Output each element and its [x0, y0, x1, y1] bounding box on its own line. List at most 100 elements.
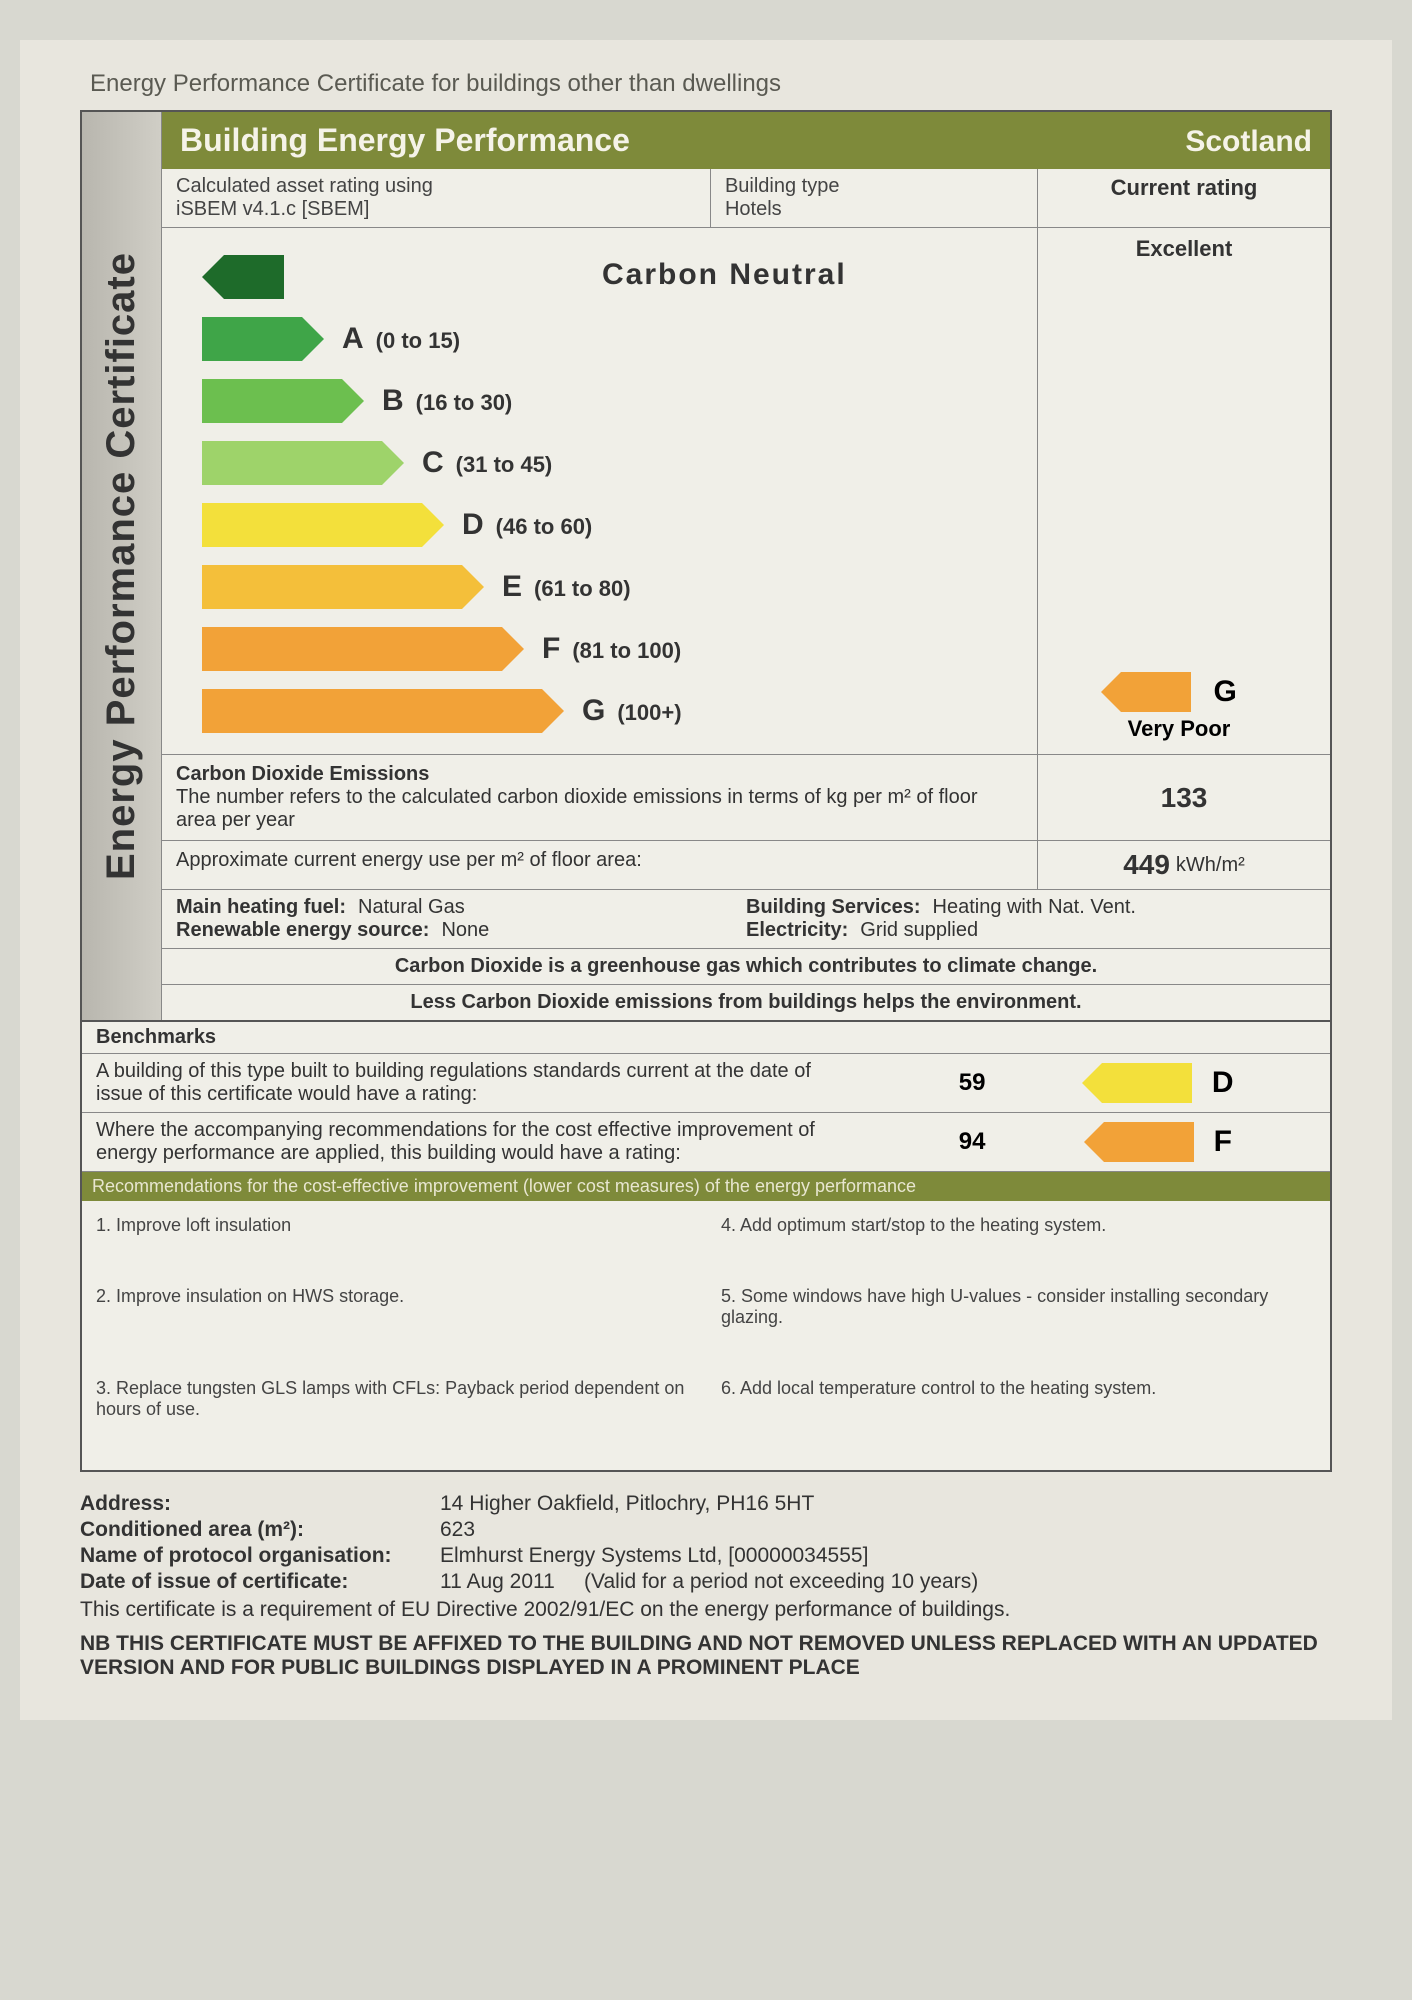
- note-line-2: Less Carbon Dioxide emissions from build…: [162, 985, 1330, 1020]
- details-left: Main heating fuel: Natural Gas Renewable …: [176, 896, 746, 942]
- band-bar-icon: [202, 441, 382, 485]
- bench2-arrow-icon: [1104, 1122, 1194, 1162]
- page-header: Energy Performance Certificate for build…: [90, 70, 1332, 98]
- title-bar: Building Energy Performance Scotland: [162, 112, 1330, 169]
- sidebar-title: Energy Performance Certificate: [99, 252, 144, 880]
- main-content: Building Energy Performance Scotland Cal…: [162, 112, 1330, 1020]
- benchmark-row-1: A building of this type built to buildin…: [82, 1054, 1330, 1113]
- emissions-row: Carbon Dioxide Emissions The number refe…: [162, 755, 1330, 841]
- rating-chart: Carbon Neutral A(0 to 15) B(16 to 30) C(31…: [162, 228, 1038, 754]
- date-value: 11 Aug 2011 (Valid for a period not exce…: [440, 1570, 1332, 1594]
- band-bar-icon: [202, 627, 502, 671]
- area-label: Conditioned area (m²):: [80, 1518, 440, 1542]
- band-bar-icon: [202, 503, 422, 547]
- benchmarks-header: Benchmarks: [82, 1022, 1330, 1054]
- rating-arrow-icon: [1121, 672, 1191, 712]
- bt-label: Building type: [725, 175, 840, 197]
- benchmarks-box: Benchmarks A building of this type built…: [80, 1022, 1332, 1472]
- band-label: B(16 to 30): [382, 384, 512, 418]
- band-bar-icon: [202, 379, 342, 423]
- rating-band-C: C(31 to 45): [202, 434, 1027, 492]
- recommendation-item: 1. Improve loft insulation: [96, 1215, 691, 1236]
- rating-band-F: F(81 to 100): [202, 620, 1027, 678]
- recommendation-item: 2. Improve insulation on HWS storage.: [96, 1286, 691, 1328]
- rating-display: Excellent G Very Poor: [1038, 228, 1330, 754]
- sidebar: Energy Performance Certificate: [82, 112, 162, 1020]
- recommendation-item: 5. Some windows have high U-values - con…: [721, 1286, 1316, 1328]
- building-type-cell: Building type Hotels: [711, 169, 1038, 227]
- details-row: Main heating fuel: Natural Gas Renewable …: [162, 890, 1330, 949]
- rating-descriptor: Very Poor: [1038, 716, 1320, 742]
- band-label: C(31 to 45): [422, 446, 552, 480]
- current-rating-marker: G Very Poor: [1038, 672, 1320, 742]
- cert-title: Building Energy Performance: [180, 122, 630, 159]
- rating-letter: G: [1214, 675, 1237, 709]
- energy-use-unit: kWh/m²: [1176, 854, 1245, 877]
- recommendation-item: 3. Replace tungsten GLS lamps with CFLs:…: [96, 1378, 691, 1420]
- valid-text: (Valid for a period not exceeding 10 yea…: [584, 1570, 978, 1593]
- svc-label: Building Services:: [746, 896, 921, 918]
- chart-row: Carbon Neutral A(0 to 15) B(16 to 30) C(31…: [162, 228, 1330, 755]
- bench1-value: 59: [856, 1069, 1006, 1097]
- org-label: Name of protocol organisation:: [80, 1544, 440, 1568]
- calc-tool: iSBEM v4.1.c [SBEM]: [176, 198, 369, 220]
- svc-value: Heating with Nat. Vent.: [933, 896, 1136, 918]
- current-rating-label: Current rating: [1038, 169, 1330, 227]
- band-label: F(81 to 100): [542, 632, 681, 666]
- details-right: Building Services: Heating with Nat. Vent…: [746, 896, 1316, 942]
- fuel-label: Main heating fuel:: [176, 896, 346, 918]
- rating-band-E: E(61 to 80): [202, 558, 1027, 616]
- fuel-value: Natural Gas: [358, 896, 465, 918]
- org-value: Elmhurst Energy Systems Ltd, [0000003455…: [440, 1544, 1332, 1568]
- recommendation-item: 4. Add optimum start/stop to the heating…: [721, 1215, 1316, 1236]
- rating-band-B: B(16 to 30): [202, 372, 1027, 430]
- band-bar-icon: [224, 255, 284, 299]
- bench2-marker: F: [1006, 1122, 1331, 1162]
- calc-label: Calculated asset rating using: [176, 175, 433, 197]
- addr-label: Address:: [80, 1492, 440, 1516]
- footer: Address:14 Higher Oakfield, Pitlochry, P…: [80, 1492, 1332, 1680]
- elec-value: Grid supplied: [860, 919, 978, 941]
- band-bar-icon: [202, 689, 542, 733]
- benchmark-row-2: Where the accompanying recommendations f…: [82, 1113, 1330, 1172]
- rating-band-A: A(0 to 15): [202, 310, 1027, 368]
- band-label: G(100+): [582, 694, 682, 728]
- warning-text: NB THIS CERTIFICATE MUST BE AFFIXED TO T…: [80, 1632, 1332, 1680]
- area-value: 623: [440, 1518, 1332, 1542]
- eu-note: This certificate is a requirement of EU …: [80, 1598, 1332, 1622]
- emissions-header: Carbon Dioxide Emissions: [176, 763, 429, 785]
- bench1-marker: D: [1006, 1063, 1331, 1103]
- bench2-letter: F: [1214, 1125, 1232, 1159]
- calc-cell: Calculated asset rating using iSBEM v4.1…: [162, 169, 711, 227]
- emissions-text: Carbon Dioxide Emissions The number refe…: [162, 755, 1038, 840]
- bench2-text: Where the accompanying recommendations f…: [82, 1113, 856, 1171]
- renew-label: Renewable energy source:: [176, 919, 429, 941]
- excellent-label: Excellent: [1048, 236, 1320, 262]
- rating-band-D: D(46 to 60): [202, 496, 1027, 554]
- band-label: D(46 to 60): [462, 508, 592, 542]
- band-label: A(0 to 15): [342, 322, 460, 356]
- date-label: Date of issue of certificate:: [80, 1570, 440, 1594]
- elec-label: Electricity:: [746, 919, 848, 941]
- recommendations-grid: 1. Improve loft insulation 4. Add optimum…: [82, 1201, 1330, 1470]
- energy-use-number: 449: [1123, 849, 1170, 881]
- emissions-desc: The number refers to the calculated carb…: [176, 786, 977, 831]
- energy-use-value: 449 kWh/m²: [1038, 841, 1330, 889]
- bench2-value: 94: [856, 1128, 1006, 1156]
- band-bar-icon: [202, 565, 462, 609]
- energy-use-text: Approximate current energy use per m² of…: [162, 841, 1038, 889]
- energy-use-row: Approximate current energy use per m² of…: [162, 841, 1330, 890]
- bench1-text: A building of this type built to buildin…: [82, 1054, 856, 1112]
- recommendation-item: 6. Add local temperature control to the …: [721, 1378, 1316, 1420]
- bench1-arrow-icon: [1102, 1063, 1192, 1103]
- carbon-neutral-label: Carbon Neutral: [602, 258, 847, 292]
- bt-value: Hotels: [725, 198, 782, 220]
- certificate-box: Energy Performance Certificate Building …: [80, 110, 1332, 1022]
- emissions-value: 133: [1038, 755, 1330, 840]
- rating-band-G: G(100+): [202, 682, 1027, 740]
- band-label: E(61 to 80): [502, 570, 631, 604]
- renew-value: None: [441, 919, 489, 941]
- meta-row: Calculated asset rating using iSBEM v4.1…: [162, 169, 1330, 228]
- band-bar-icon: [202, 317, 302, 361]
- date-text: 11 Aug 2011: [440, 1570, 555, 1593]
